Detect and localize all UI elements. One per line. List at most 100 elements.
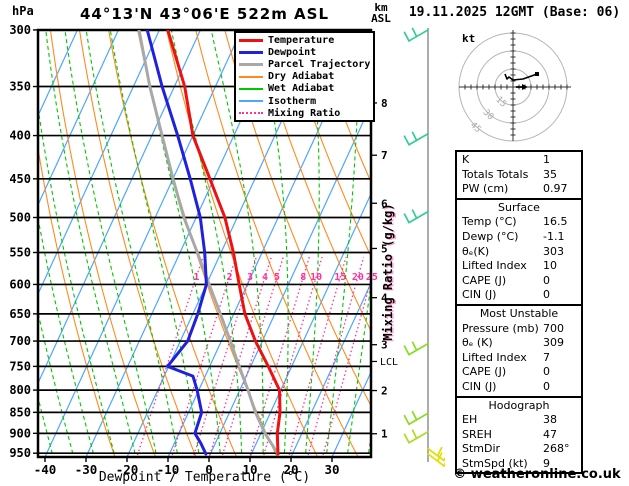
legend-swatch	[239, 38, 263, 42]
panel-row-label: CAPE (J)	[462, 273, 507, 287]
pressure-tick-label: 650	[9, 307, 31, 321]
credit-footer: © weatheronline.co.uk	[453, 467, 621, 482]
temperature-curve	[166, 30, 282, 456]
hodograph-unit-label: kt	[462, 32, 475, 45]
mixing-ratio-label: 8	[300, 272, 306, 283]
panel-row: θₑ (K) 309	[457, 336, 581, 351]
panel-row-label: θₑ (K)	[462, 336, 493, 350]
hodograph-ring-label: 45	[468, 120, 483, 135]
hodograph-trace	[504, 73, 538, 81]
panel-row: Totals Totals 35	[457, 168, 581, 183]
pressure-tick-label: 800	[9, 383, 31, 397]
legend-item: Parcel Trajectory	[236, 58, 373, 70]
panel-row-value: 303	[543, 244, 564, 258]
panel-row-label: PW (cm)	[462, 182, 509, 196]
panel-row: CAPE (J) 0	[457, 274, 581, 289]
hodograph-trace-end-marker	[535, 72, 539, 77]
isotherm-line	[38, 30, 78, 118]
mixing-ratio-line	[248, 256, 310, 457]
panel-row-value: 16.5	[543, 215, 568, 229]
isotherm-line	[38, 30, 119, 207]
mixing-ratio-axis-label: Mixing Ratio (g/kg)	[383, 204, 397, 341]
dewpoint-curve	[145, 30, 208, 456]
panel-section: Most Unstable Pressure (mb) 700 θₑ (K) 309 Li…	[455, 303, 583, 398]
mixing-ratio-label: 10	[310, 272, 322, 283]
mixing-ratio-line	[192, 256, 257, 457]
dry-adiabat-line	[311, 30, 371, 184]
legend-label: Dry Adiabat	[268, 71, 335, 83]
mixing-ratio-line	[170, 256, 237, 457]
panel-row-label: Lifted Index	[462, 259, 527, 273]
pressure-tick-label: 300	[9, 23, 31, 37]
panel-row-value: 1	[543, 153, 550, 166]
temperature-tick-label: 30	[324, 462, 339, 477]
legend-swatch	[239, 112, 263, 115]
mixing-ratio-label: 5	[274, 272, 280, 283]
wind-barb	[403, 341, 429, 356]
panel-section-title: Hodograph	[488, 398, 550, 412]
altitude-unit-asl: ASL	[371, 12, 391, 25]
panel-section: Surface Temp (°C) 16.5 Dewp (°C) -1.1 θₑ(K) 30…	[455, 197, 583, 306]
panel-row-value: 0	[543, 365, 550, 379]
km-tick-label: 5	[381, 242, 388, 255]
wind-barb	[403, 410, 429, 426]
wind-barb	[427, 452, 445, 467]
pressure-tick-label: 750	[9, 359, 31, 373]
temperature-axis-label: Dewpoint / Temperature (°C)	[98, 470, 311, 485]
legend-item: Dewpoint	[236, 46, 373, 58]
pressure-tick-label: 900	[9, 426, 31, 440]
page-title: 44°13'N 43°06'E 522m ASL	[79, 5, 330, 23]
hodograph-ring-label: 30	[481, 108, 496, 123]
panel-row-value: 47	[543, 427, 557, 441]
wind-barb	[403, 27, 429, 42]
temperature-tick-label: 0	[205, 462, 213, 477]
dry-adiabat-line	[78, 30, 197, 457]
km-tick-label: 8	[381, 97, 388, 110]
panel-row-value: 309	[543, 336, 564, 350]
legend-label: Isotherm	[268, 95, 317, 107]
panel-row: StmSpd (kt) 9	[457, 457, 581, 472]
mixing-ratio-label: 4	[262, 272, 268, 283]
legend-swatch	[239, 62, 263, 66]
panel-row: Lifted Index 10	[457, 259, 581, 274]
pressure-axis-unit: hPa	[12, 4, 34, 18]
parcel-trajectory-curve	[137, 30, 280, 456]
mixing-ratio-line	[208, 256, 272, 457]
skewt-chart: 3003504004505005506006507007508008509009…	[9, 23, 445, 477]
legend-box: Temperature Dewpoint Parcel Trajectory Dry …	[234, 31, 375, 123]
pressure-tick-label: 950	[9, 446, 31, 460]
panel-row-value: 0	[543, 273, 550, 287]
panel-row-value: 38	[543, 413, 557, 427]
panel-row-label: Lifted Index	[462, 350, 527, 364]
panel-row-value: 10	[543, 259, 557, 273]
temperature-tick-label: -10	[157, 462, 180, 477]
isotherm-line	[38, 30, 160, 296]
temperature-tick-label: 10	[242, 462, 257, 477]
mixing-ratio-label: 2	[226, 272, 232, 283]
wind-barb	[403, 131, 429, 146]
pressure-tick-label: 600	[9, 277, 31, 291]
legend-label: Wet Adiabat	[268, 83, 335, 95]
panel-row: PW (cm) 0.97	[457, 182, 581, 197]
panel-row: CIN (J) 0	[457, 380, 581, 395]
panel-row-value: 7	[543, 350, 550, 364]
legend-item: Mixing Ratio	[236, 107, 373, 119]
panel-row: SREH 47	[457, 428, 581, 443]
panel-row-label: Pressure (mb)	[462, 321, 539, 335]
panel-row: EH 38	[457, 413, 581, 428]
indices-panel: K 1 Totals Totals 35 PW (cm) 0.97 Surface Temp …	[455, 150, 583, 475]
panel-row-label: EH	[462, 413, 478, 427]
mixing-ratio-line	[321, 278, 371, 457]
panel-row: Dewp (°C) -1.1	[457, 230, 581, 245]
mixing-ratio-line	[306, 256, 365, 457]
panel-row-value: 268°	[543, 442, 570, 456]
legend-swatch	[239, 50, 263, 54]
panel-row: Pressure (mb) 700	[457, 322, 581, 337]
lcl-label: LCL	[380, 357, 398, 368]
legend-item: Dry Adiabat	[236, 71, 373, 83]
altitude-axis-unit: km ASL	[364, 2, 398, 24]
legend-label: Parcel Trajectory	[268, 58, 371, 70]
panel-row-label: StmSpd (kt)	[462, 456, 528, 470]
legend-swatch	[239, 75, 263, 78]
isotherm-line	[208, 103, 371, 457]
